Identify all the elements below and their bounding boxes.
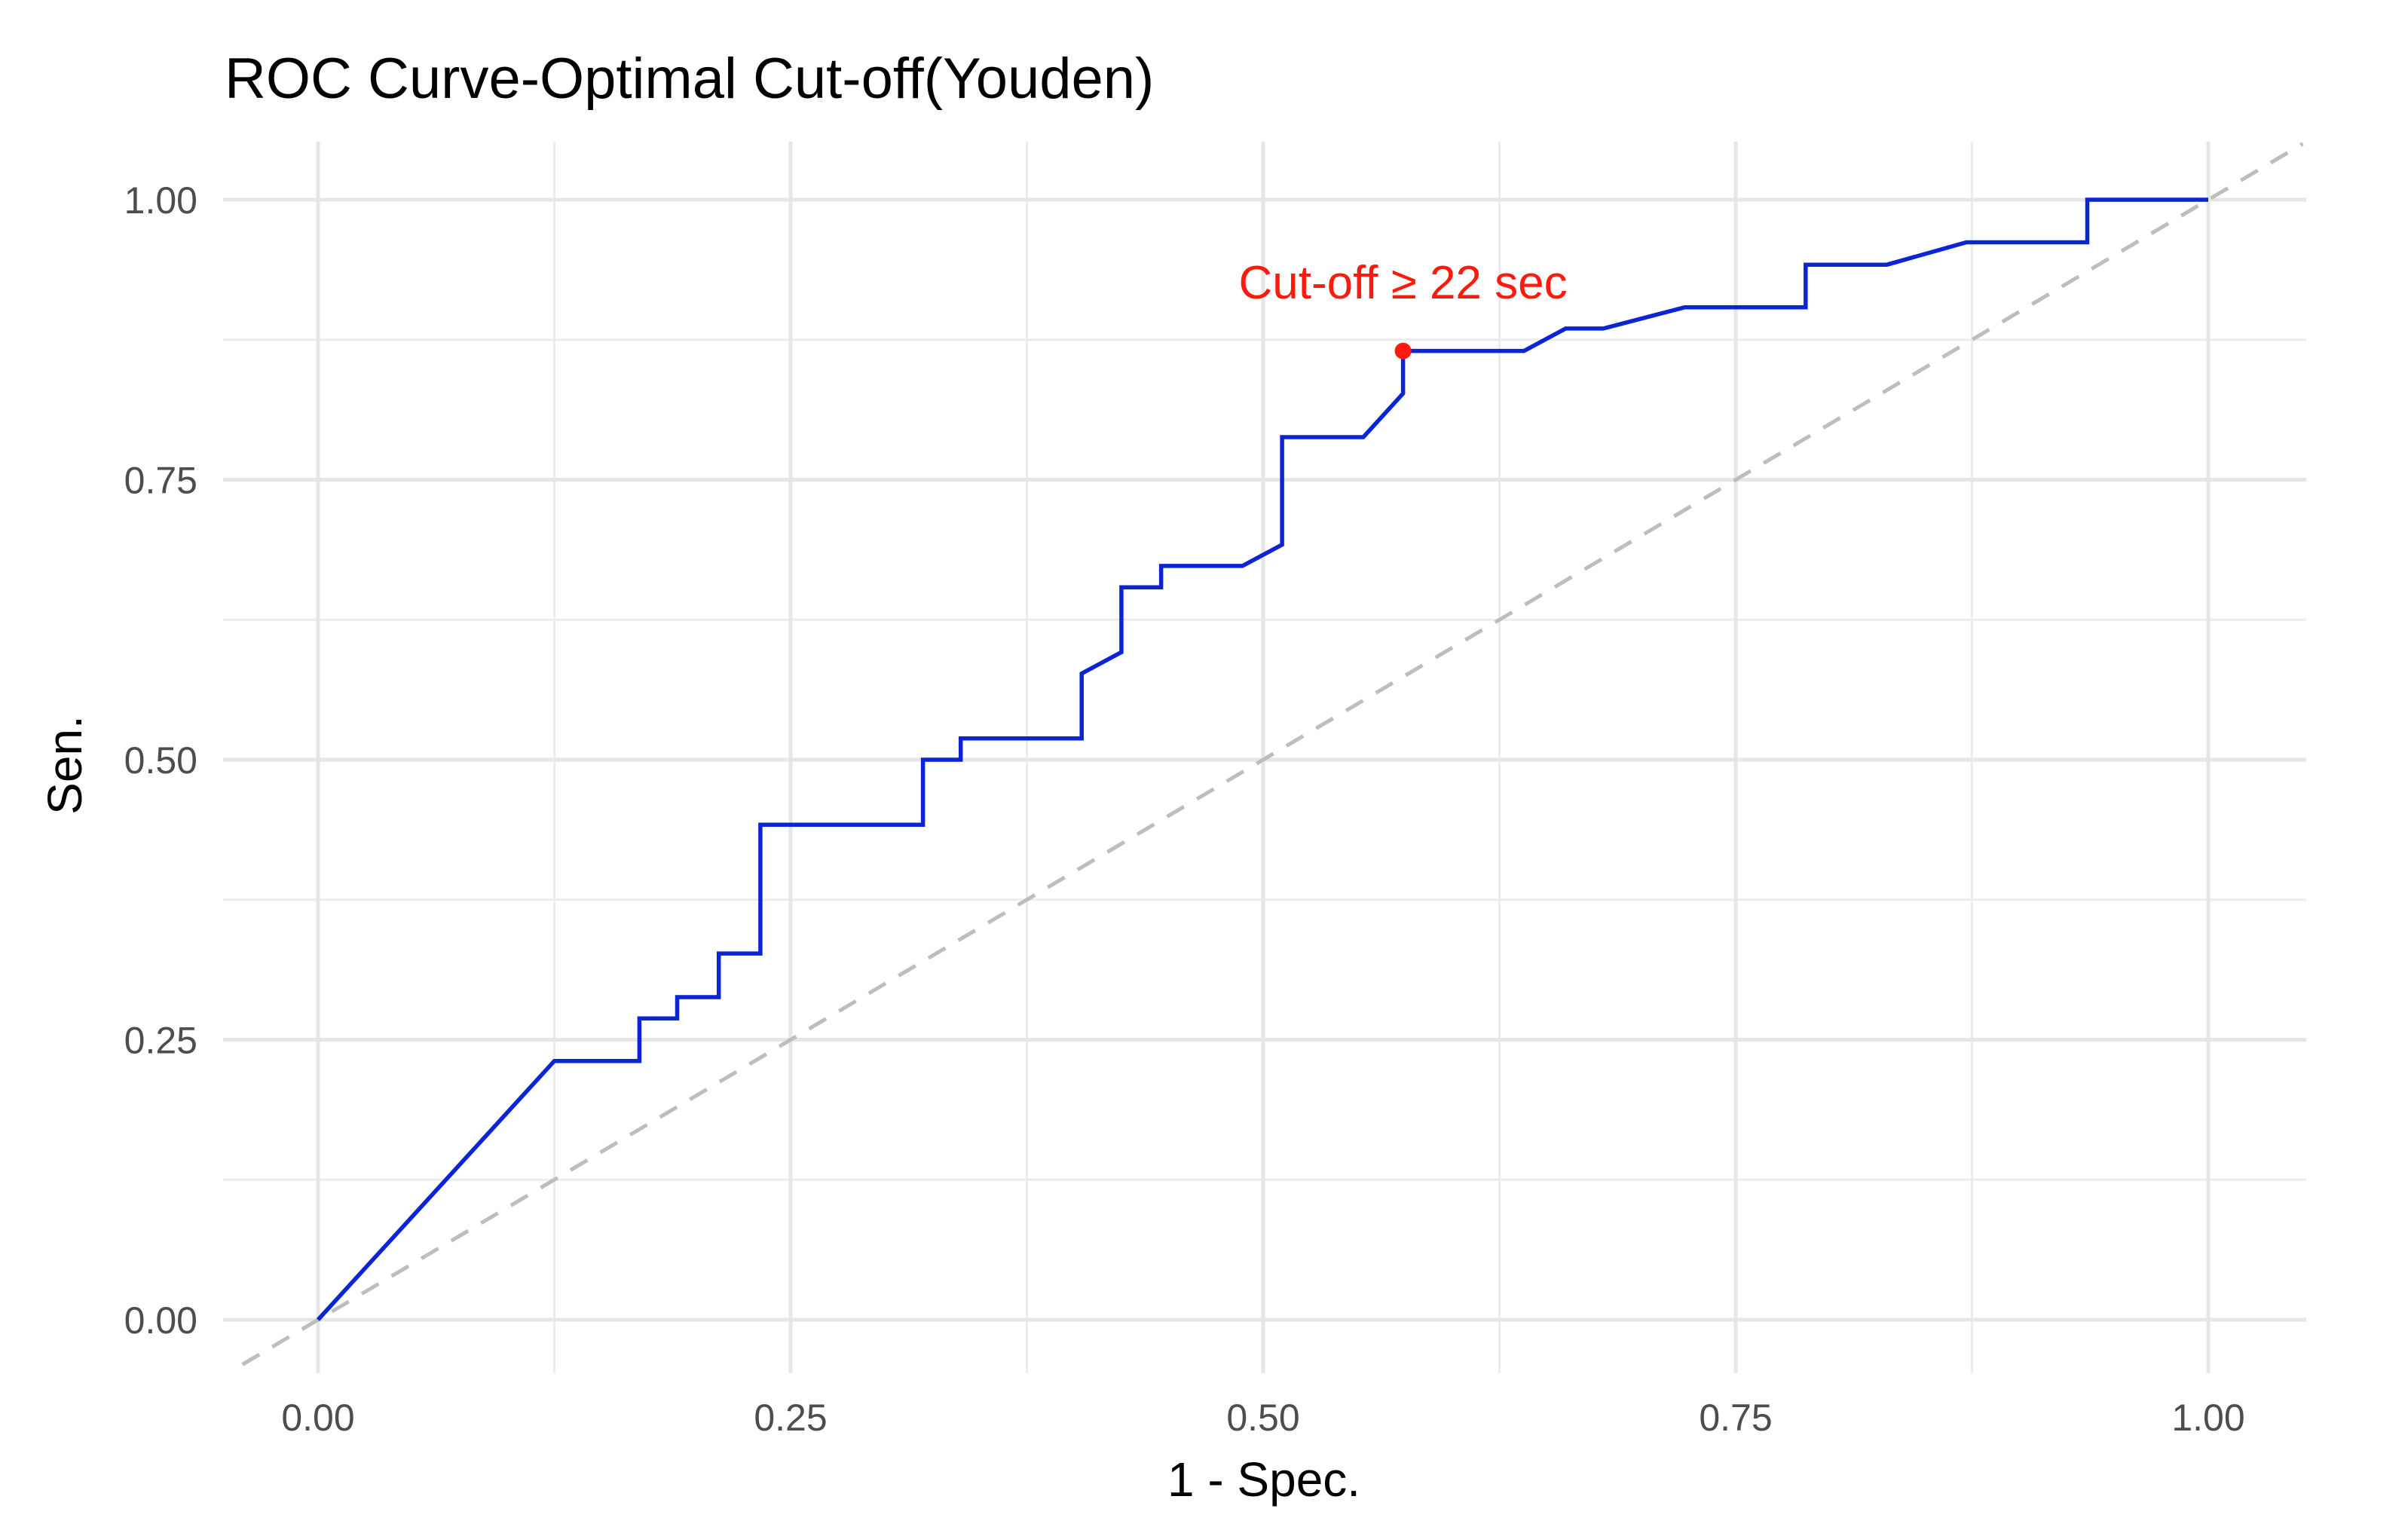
x-tick-label: 0.75 (1699, 1397, 1772, 1439)
x-tick-label: 0.25 (754, 1397, 827, 1439)
x-tick-labels: 0.00 0.25 0.50 0.75 1.00 (281, 1397, 2244, 1439)
y-tick-label: 0.00 (124, 1299, 197, 1342)
roc-series (316, 197, 2208, 1321)
x-axis-title: 1 - Spec. (1167, 1452, 1360, 1507)
diagonal-reference-line (241, 142, 2304, 1366)
chart-title: ROC Curve-Optimal Cut-off(Youden) (225, 47, 1154, 111)
major-gridlines (223, 142, 2306, 1373)
y-tick-labels: 0.00 0.25 0.50 0.75 1.00 (124, 179, 197, 1342)
y-axis-title: Sen. (38, 715, 92, 815)
roc-curve-line (316, 197, 2208, 1321)
x-tick-label: 0.50 (1226, 1397, 1299, 1439)
cutoff-annotation: Cut-off ≥ 22 sec (1239, 257, 1568, 309)
y-tick-label: 0.75 (124, 460, 197, 502)
x-tick-label: 1.00 (2171, 1397, 2244, 1439)
y-tick-label: 0.50 (124, 739, 197, 782)
y-tick-label: 1.00 (124, 179, 197, 222)
x-tick-label: 0.00 (281, 1397, 354, 1439)
reference-diagonal (241, 142, 2304, 1366)
optimal-cutoff-point (1394, 342, 1412, 360)
optimal-cutoff-marker (1394, 342, 1412, 360)
y-tick-label: 0.25 (124, 1020, 197, 1062)
